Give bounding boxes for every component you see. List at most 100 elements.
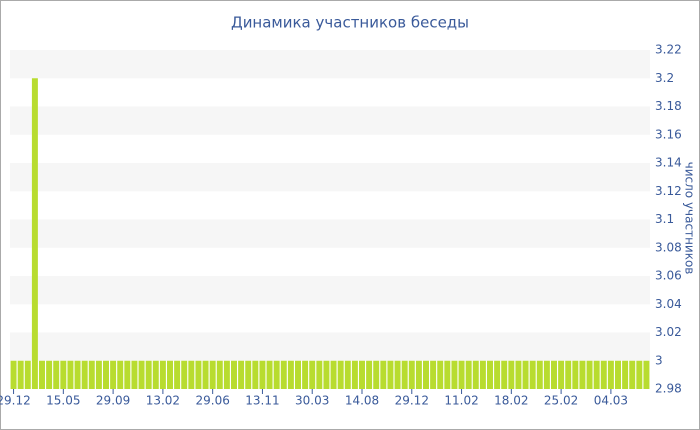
bar xyxy=(10,360,17,389)
bar xyxy=(629,360,636,389)
bar xyxy=(145,360,152,389)
bar xyxy=(366,360,373,389)
bar xyxy=(81,360,88,389)
bar xyxy=(323,360,330,389)
bar xyxy=(529,360,536,389)
x-tick-label: 29.12 xyxy=(0,394,31,408)
bar xyxy=(479,360,486,389)
bar xyxy=(415,360,422,389)
bar xyxy=(515,360,522,389)
y-tick-label: 3.22 xyxy=(655,43,682,57)
y-tick-label: 3.08 xyxy=(655,240,682,254)
y-tick-label: 3 xyxy=(655,353,663,367)
y-tick-label: 3.14 xyxy=(655,156,682,170)
bar xyxy=(209,360,216,389)
bar xyxy=(188,360,195,389)
y-tick-label: 2.98 xyxy=(655,382,682,396)
bar xyxy=(359,360,365,389)
bar xyxy=(501,360,508,389)
x-tick-label: 13.11 xyxy=(245,394,279,408)
x-tick-label: 29.06 xyxy=(195,394,229,408)
bar xyxy=(17,360,24,389)
bar xyxy=(110,360,117,389)
x-tick-label: 15.05 xyxy=(46,394,80,408)
bar xyxy=(266,360,273,389)
bar xyxy=(74,360,81,389)
x-tick-label: 29.12 xyxy=(395,394,429,408)
bar xyxy=(558,360,565,389)
grid-band xyxy=(10,163,650,192)
bar xyxy=(252,360,259,389)
bar xyxy=(394,360,401,389)
bar xyxy=(231,360,237,389)
bar xyxy=(238,360,245,389)
bar xyxy=(295,360,301,389)
bar xyxy=(88,360,95,389)
bar xyxy=(302,360,309,389)
bar xyxy=(543,360,550,389)
x-tick-label: 11.02 xyxy=(444,394,478,408)
bar xyxy=(174,360,181,389)
bar xyxy=(572,360,579,389)
x-tick-label: 04.03 xyxy=(594,394,628,408)
bar xyxy=(551,360,557,389)
bar xyxy=(103,360,109,389)
grid-band xyxy=(10,219,650,248)
bar xyxy=(95,360,102,389)
bar xyxy=(615,360,621,389)
bar xyxy=(124,360,131,389)
bar xyxy=(408,360,415,389)
bar xyxy=(565,360,572,389)
bar xyxy=(280,360,287,389)
bar xyxy=(131,360,138,389)
bar xyxy=(138,360,145,389)
y-tick-label: 3.2 xyxy=(655,71,674,85)
y-tick-label: 3.18 xyxy=(655,99,682,113)
bar xyxy=(494,360,501,389)
y-tick-label: 3.16 xyxy=(655,127,682,141)
bar xyxy=(487,360,493,389)
bar xyxy=(39,360,45,389)
grid-band xyxy=(10,106,650,135)
bar xyxy=(373,360,380,389)
bar xyxy=(380,360,387,389)
bar xyxy=(223,360,230,389)
bar xyxy=(636,360,643,389)
bar xyxy=(202,360,209,389)
bar xyxy=(586,360,593,389)
bar xyxy=(458,360,465,389)
x-tick-label: 14.08 xyxy=(345,394,379,408)
bar xyxy=(401,360,408,389)
bar xyxy=(309,360,316,389)
bar xyxy=(444,360,451,389)
bar xyxy=(522,360,529,389)
bar xyxy=(316,360,323,389)
bar xyxy=(472,360,479,389)
y-tick-label: 3.02 xyxy=(655,325,682,339)
bar xyxy=(465,360,472,389)
y-axis-label: число участников xyxy=(683,162,697,275)
bar xyxy=(387,360,394,389)
bar xyxy=(536,360,543,389)
x-tick-label: 18.02 xyxy=(494,394,528,408)
bar xyxy=(508,360,515,389)
bar xyxy=(622,360,629,389)
grid-band xyxy=(10,50,650,79)
bar xyxy=(31,78,38,389)
bar xyxy=(67,360,74,389)
bar xyxy=(152,360,159,389)
bar xyxy=(607,360,614,389)
bar xyxy=(344,360,351,389)
bar xyxy=(24,360,31,389)
x-tick-label: 25.02 xyxy=(544,394,578,408)
bar xyxy=(423,360,429,389)
grid-band xyxy=(10,276,650,305)
bar xyxy=(195,360,202,389)
bar xyxy=(117,360,124,389)
bar xyxy=(53,360,60,389)
bar xyxy=(273,360,280,389)
bar xyxy=(181,360,188,389)
bar xyxy=(351,360,358,389)
bar xyxy=(216,360,223,389)
